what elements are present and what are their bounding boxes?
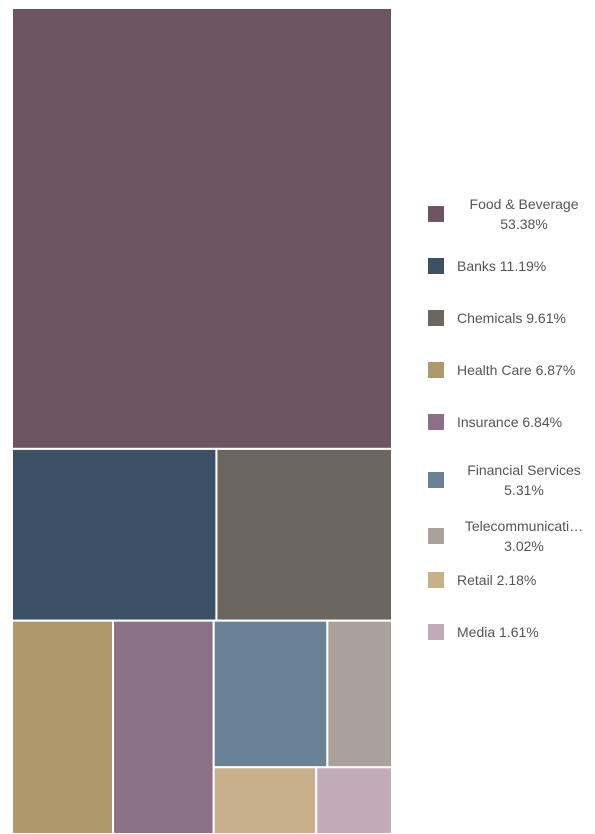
legend-swatch (428, 310, 444, 326)
legend-label: Retail 2.18% (457, 572, 537, 588)
legend-label: Food & Beverage 53.38% (469, 196, 579, 232)
treemap-cell-retail (212, 766, 318, 834)
legend-item: Retail 2.18% (428, 570, 593, 590)
treemap-cell-banks (11, 447, 218, 622)
legend-label: Telecommunicati… 3.02% (464, 518, 584, 554)
legend-item: Chemicals 9.61% (428, 308, 593, 328)
treemap-cell-food-beverage (11, 7, 393, 450)
legend-swatch (428, 258, 444, 274)
legend-swatch (428, 206, 444, 222)
legend-label: Media 1.61% (457, 624, 539, 640)
treemap-cell-media (315, 766, 393, 834)
legend-swatch (428, 624, 444, 640)
legend-swatch (428, 362, 444, 378)
legend-item: Media 1.61% (428, 622, 593, 642)
treemap-cell-health-care (11, 619, 115, 834)
legend-item: Health Care 6.87% (428, 360, 593, 380)
treemap-cell-financial-services (212, 619, 329, 769)
legend-label: Chemicals 9.61% (457, 310, 566, 326)
legend-label: Financial Services 5.31% (467, 462, 581, 498)
legend-item: Telecommunicati… 3.02% (428, 516, 593, 556)
treemap-cell-insurance (112, 619, 215, 834)
legend-swatch (428, 572, 444, 588)
legend-item: Financial Services 5.31% (428, 460, 593, 500)
legend-item: Banks 11.19% (428, 256, 593, 276)
legend-label: Banks 11.19% (457, 258, 547, 274)
legend-item: Food & Beverage 53.38% (428, 194, 593, 234)
treemap-cell-chemicals (215, 447, 393, 622)
legend-swatch (428, 528, 444, 544)
legend-swatch (428, 414, 444, 430)
legend-swatch (428, 472, 444, 488)
legend-item: Insurance 6.84% (428, 412, 593, 432)
treemap-cell-telecommunications (326, 619, 393, 769)
legend-label: Insurance 6.84% (457, 414, 563, 430)
legend-label: Health Care 6.87% (457, 362, 576, 378)
